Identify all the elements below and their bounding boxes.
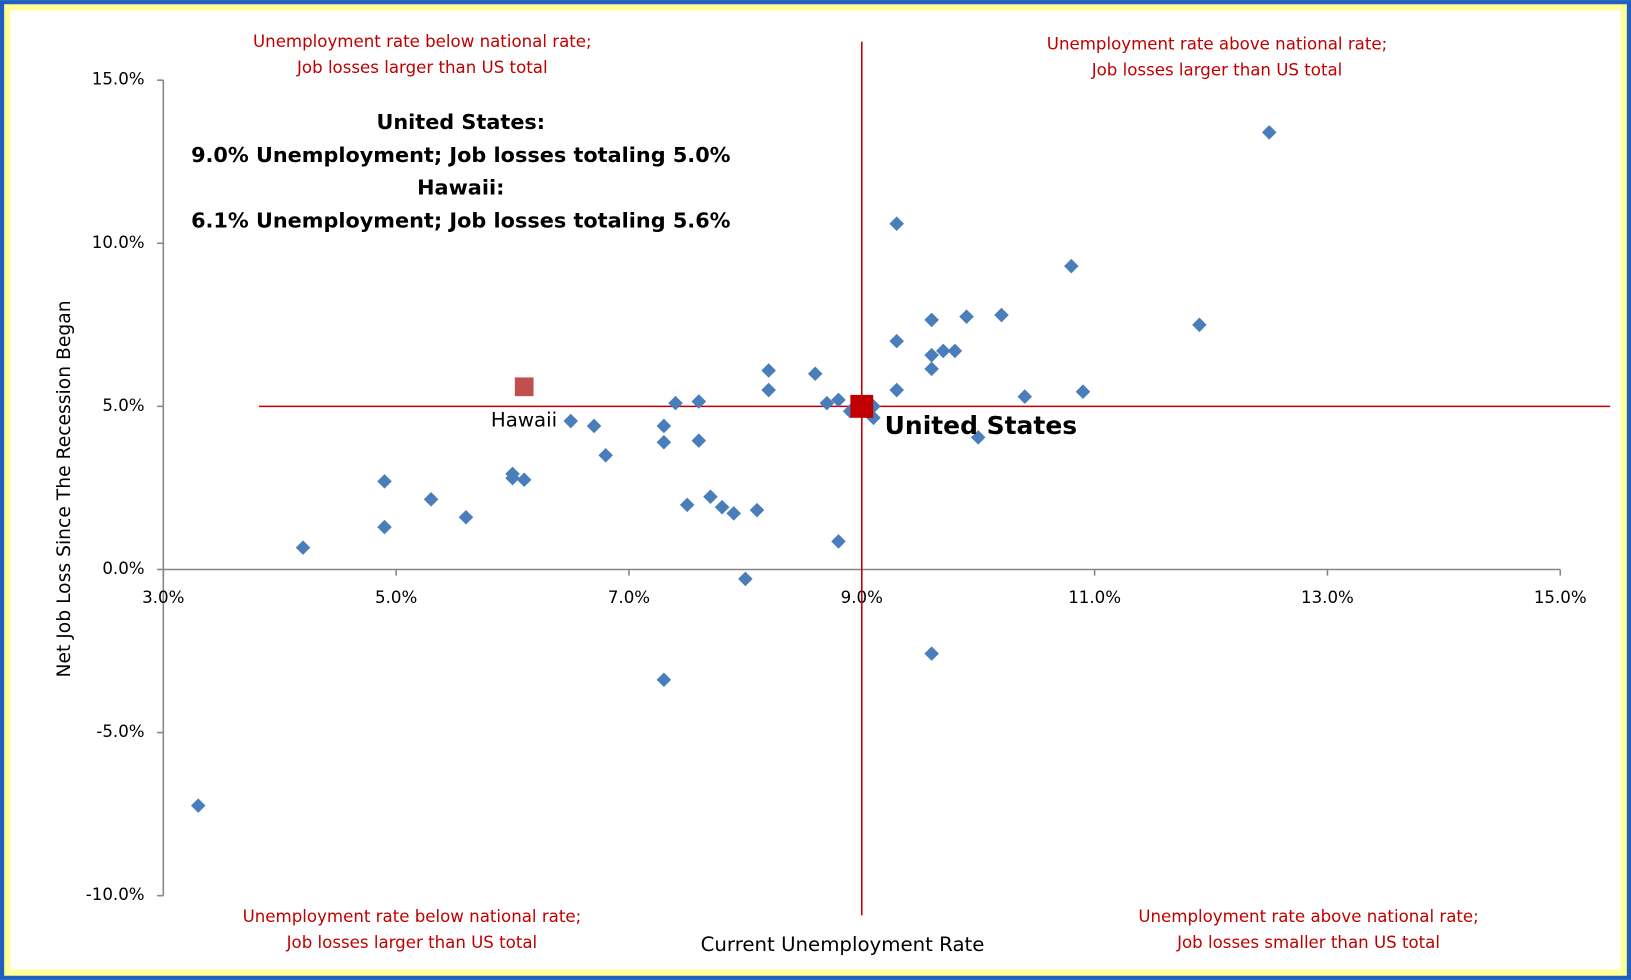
point: [831, 534, 846, 549]
point: [761, 382, 776, 398]
point: [889, 382, 904, 398]
point: [703, 489, 718, 505]
point: [924, 347, 939, 363]
point: [924, 312, 939, 328]
point: [726, 506, 742, 521]
point: [1064, 258, 1079, 274]
point: [516, 472, 532, 488]
info-text: 9.0% Unemployment; Job losses totaling 5…: [191, 143, 731, 167]
x-tick-label: 11.0%: [1068, 588, 1121, 607]
quadrant-note: Job losses smaller than US total: [1176, 933, 1440, 952]
point: [190, 798, 206, 813]
point: [807, 366, 823, 382]
point: [514, 377, 534, 397]
point: [295, 540, 311, 555]
info-text: Hawaii:: [417, 175, 504, 199]
y-tick-label: 0.0%: [102, 559, 144, 578]
x-axis-label: Current Unemployment Rate: [701, 933, 985, 956]
point: [1261, 125, 1277, 140]
quadrant-note: Unemployment rate above national rate;: [1047, 34, 1387, 53]
point-label: Hawaii: [491, 409, 557, 432]
point: [850, 394, 874, 418]
point: [691, 394, 707, 409]
point: [994, 307, 1009, 323]
x-tick-label: 13.0%: [1301, 588, 1354, 607]
y-tick-label: 5.0%: [102, 396, 144, 415]
point: [458, 509, 474, 525]
point: [656, 434, 672, 450]
point: [924, 646, 939, 661]
point-label: United States: [885, 411, 1077, 440]
point: [679, 497, 695, 513]
x-tick-label: 3.0%: [142, 588, 184, 607]
info-text: United States:: [376, 110, 545, 134]
point: [947, 343, 963, 359]
point: [598, 448, 613, 463]
point: [423, 492, 439, 507]
y-tick-label: -10.0%: [86, 885, 145, 904]
point: [831, 392, 846, 408]
point: [668, 395, 683, 411]
quadrant-note: Job losses larger than US total: [1091, 60, 1343, 79]
point: [819, 395, 835, 411]
point: [714, 499, 730, 515]
point: [656, 672, 672, 688]
y-tick-label: 10.0%: [92, 233, 145, 252]
point: [1192, 317, 1207, 333]
point: [959, 309, 974, 324]
y-tick-label: 15.0%: [92, 70, 145, 89]
point: [586, 418, 602, 434]
point: [738, 571, 753, 587]
point: [935, 343, 951, 359]
point: [505, 470, 520, 486]
point: [924, 361, 939, 377]
point: [656, 418, 672, 434]
info-text: 6.1% Unemployment; Job losses totaling 5…: [191, 209, 731, 233]
point: [377, 519, 392, 535]
plot-background: [10, 10, 1621, 970]
point: [889, 333, 904, 349]
quadrant-note: Job losses larger than US total: [296, 58, 548, 77]
x-tick-label: 15.0%: [1534, 588, 1587, 607]
x-tick-label: 5.0%: [375, 588, 417, 607]
point: [563, 413, 579, 429]
point: [889, 216, 904, 231]
x-tick-label: 7.0%: [608, 588, 650, 607]
quadrant-note: Job losses larger than US total: [286, 933, 538, 952]
point: [1075, 384, 1091, 399]
point: [761, 363, 776, 378]
y-axis-label: Net Job Loss Since The Recession Began: [54, 300, 75, 677]
point: [691, 433, 707, 448]
point: [377, 474, 392, 489]
quadrant-note: Unemployment rate below national rate;: [253, 32, 592, 51]
point: [970, 430, 986, 445]
quadrant-note: Unemployment rate below national rate;: [243, 907, 582, 926]
quadrant-note: Unemployment rate above national rate;: [1138, 907, 1478, 926]
point: [1017, 389, 1033, 404]
y-tick-label: -5.0%: [96, 722, 144, 741]
